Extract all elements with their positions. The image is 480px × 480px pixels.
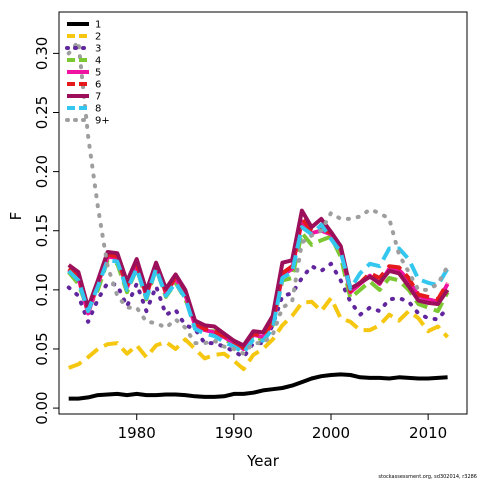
axes-layer: 1980 1990 2000 2010 0.00 0.05 0.10 0.15 0.20 0.25… [33, 37, 447, 442]
y-tick-label-1: 0.00 [33, 391, 51, 424]
y-tick-label-2: 0.05 [33, 332, 51, 365]
plot-frame [58, 11, 468, 415]
legend-label-5: 5 [95, 68, 101, 79]
y-tick-label-3: 0.10 [33, 273, 51, 306]
legend-label-7: 7 [95, 92, 101, 103]
series-line-7 [67, 208, 450, 348]
legend-label-6: 6 [95, 80, 101, 91]
y-tick-label-7: 0.30 [33, 37, 51, 70]
y-axis-title: F [7, 212, 25, 221]
y-tick-label-5: 0.20 [33, 155, 51, 188]
legend-label-4: 4 [95, 56, 101, 67]
legend-label-1: 1 [95, 20, 101, 31]
legend-label-2: 2 [95, 32, 101, 43]
x-tick-label-2: 1990 [215, 424, 253, 442]
x-tick-label-1: 1980 [118, 424, 156, 442]
x-tick-label-3: 2000 [312, 424, 350, 442]
y-tick-label-4: 0.15 [33, 214, 51, 247]
legend-label-8: 8 [95, 104, 101, 115]
legend-label-3: 3 [95, 44, 101, 55]
series-line-2 [68, 296, 450, 372]
series-line-9 [66, 39, 450, 356]
legend-label-9: 9+ [95, 116, 110, 127]
x-axis-title: Year [246, 452, 280, 470]
series-layer [66, 39, 450, 401]
series-line-8 [67, 222, 450, 355]
series-line-1 [68, 372, 448, 401]
footnote: stockassessment.org, sd302014, r3286 [378, 474, 477, 480]
x-tick-label-4: 2010 [409, 424, 447, 442]
y-tick-label-6: 0.25 [33, 96, 51, 129]
